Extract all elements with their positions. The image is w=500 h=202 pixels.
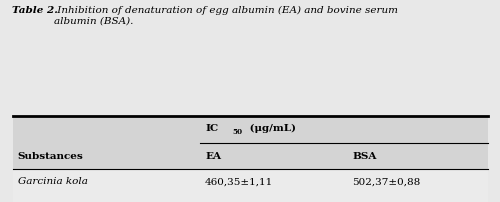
Text: Table 2.: Table 2. bbox=[12, 6, 58, 15]
Text: EA: EA bbox=[205, 152, 221, 161]
Text: Substances: Substances bbox=[18, 152, 83, 161]
Text: (μg/mL): (μg/mL) bbox=[246, 124, 296, 133]
Text: 502,37±0,88: 502,37±0,88 bbox=[352, 177, 421, 186]
Text: 460,35±1,11: 460,35±1,11 bbox=[205, 177, 273, 186]
Bar bbox=[12, 195, 488, 202]
Text: Inhibition of denaturation of egg albumin (EA) and bovine serum
albumin (BSA).: Inhibition of denaturation of egg albumi… bbox=[54, 6, 398, 26]
Bar bbox=[12, 169, 488, 195]
Bar bbox=[12, 116, 488, 143]
Bar bbox=[12, 143, 488, 169]
Text: Garcinia kola: Garcinia kola bbox=[18, 177, 87, 186]
Text: BSA: BSA bbox=[352, 152, 377, 161]
Text: IC: IC bbox=[205, 124, 218, 133]
Text: 50: 50 bbox=[232, 128, 242, 136]
